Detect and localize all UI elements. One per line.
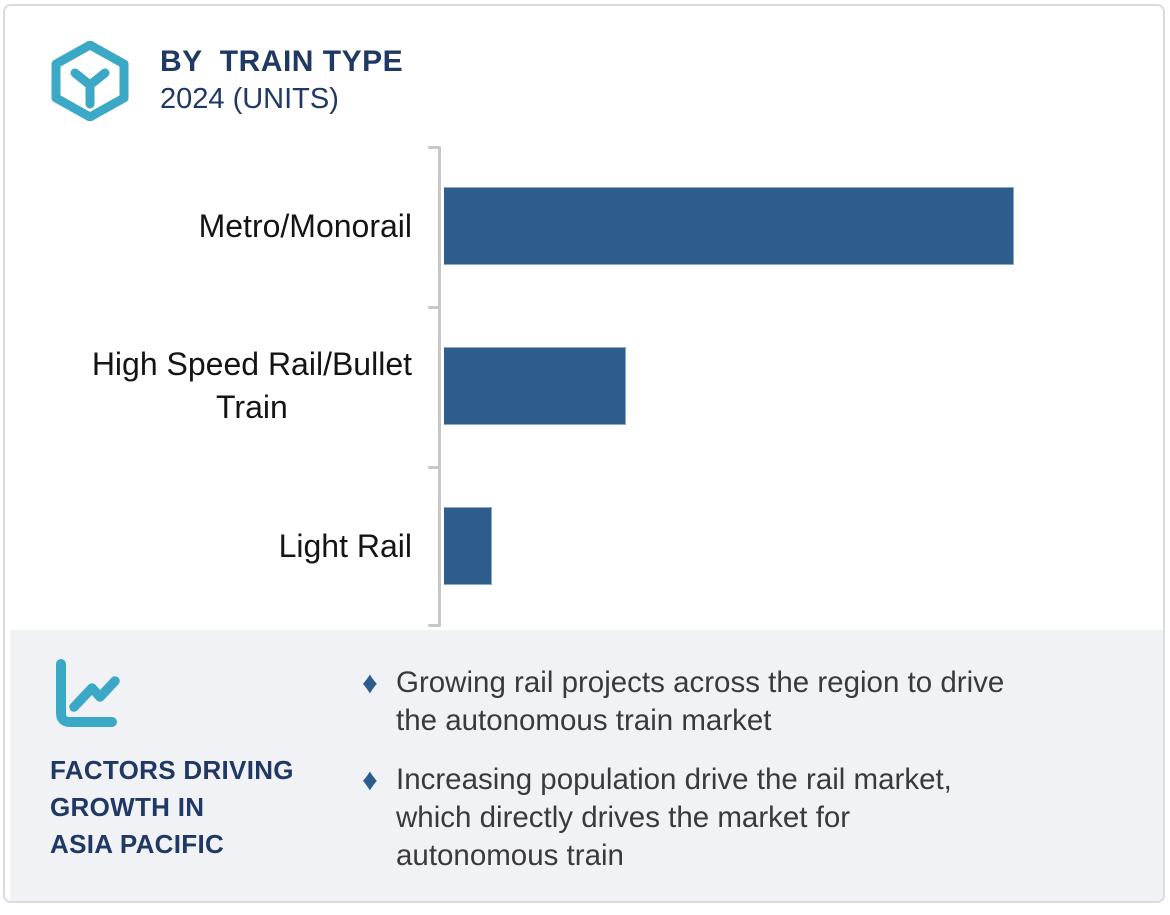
- chart-header: BY TRAIN TYPE 2024 (UNITS): [48, 41, 403, 121]
- chart-subtitle: 2024 (UNITS): [160, 83, 339, 115]
- bar-metro-monorail: [444, 187, 1014, 265]
- bar-high-speed-rail: [444, 347, 627, 425]
- hexagon-y-logo-icon: [51, 41, 129, 121]
- axis-tick: [428, 624, 439, 627]
- footer-heading: FACTORS DRIVING GROWTH IN ASIA PACIFIC: [50, 755, 294, 859]
- bullet-list: ♦ Growing rail projects across the regio…: [362, 664, 1152, 896]
- footer-panel: FACTORS DRIVING GROWTH IN ASIA PACIFIC ♦…: [10, 630, 1163, 901]
- axis-tick: [428, 306, 439, 309]
- bullet-text: Increasing population drive the rail mar…: [396, 763, 952, 872]
- axis-tick: [428, 146, 439, 149]
- category-axis-line: [438, 146, 441, 627]
- bullet-item: ♦ Increasing population drive the rail m…: [362, 761, 1152, 875]
- bar-row-high-speed-rail: High Speed Rail/Bullet Train: [5, 306, 1163, 466]
- diamond-bullet-icon: ♦: [362, 762, 378, 797]
- chart-title-block: BY TRAIN TYPE 2024 (UNITS): [160, 41, 403, 118]
- bullet-item: ♦ Growing rail projects across the regio…: [362, 664, 1152, 740]
- chart-title: BY TRAIN TYPE: [160, 45, 404, 78]
- infographic-card: BY TRAIN TYPE 2024 (UNITS) Metro/Monorai…: [3, 4, 1165, 903]
- diamond-bullet-icon: ♦: [362, 665, 378, 700]
- bar-row-metro-monorail: Metro/Monorail: [5, 146, 1163, 306]
- axis-tick: [428, 466, 439, 469]
- bar-rows: Metro/Monorail High Speed Rail/Bullet Tr…: [5, 146, 1163, 626]
- bar-chart: Metro/Monorail High Speed Rail/Bullet Tr…: [5, 142, 1163, 627]
- category-label: Light Rail: [278, 527, 412, 564]
- category-label: High Speed Rail/Bullet Train: [91, 346, 412, 425]
- bar-row-light-rail: Light Rail: [5, 466, 1163, 626]
- category-label: Metro/Monorail: [198, 207, 412, 244]
- bar-light-rail: [444, 507, 493, 585]
- line-chart-icon: [56, 659, 120, 727]
- bullet-text: Growing rail projects across the region …: [396, 666, 1005, 737]
